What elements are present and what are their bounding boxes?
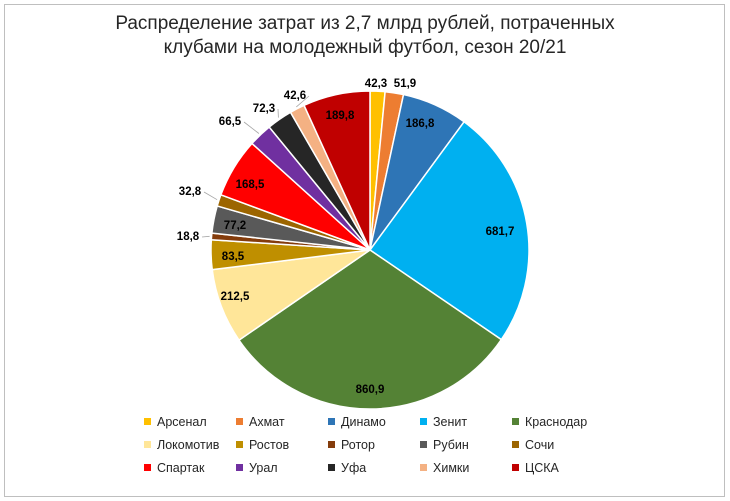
legend-label: Сочи: [525, 437, 555, 452]
data-label-9: 77,2: [224, 220, 246, 232]
leader-line-10: [203, 191, 218, 201]
data-label-6: 212,5: [221, 291, 250, 303]
legend-swatch: [144, 464, 151, 471]
pie-slice-4: [368, 120, 530, 341]
legend-swatch: [328, 441, 335, 448]
legend-item-2: Ахмат: [236, 415, 328, 429]
data-label-11: 168,5: [236, 179, 265, 191]
legend-label: Урал: [249, 460, 278, 475]
legend-swatch: [236, 418, 243, 425]
data-label-2: 51,9: [394, 78, 416, 90]
data-label-4: 681,7: [486, 226, 515, 238]
legend-swatch: [144, 441, 151, 448]
data-label-10: 32,8: [179, 186, 202, 198]
legend-label: Динамо: [341, 414, 386, 429]
leader-line-12: [243, 121, 260, 134]
legend-item-13: Уфа: [328, 461, 420, 475]
legend-label: Арсенал: [157, 414, 207, 429]
legend-label: Зенит: [433, 414, 468, 429]
legend-item-4: Зенит: [420, 415, 512, 429]
leader-line-8: [201, 235, 210, 238]
legend-item-15: ЦСКА: [512, 461, 604, 475]
legend-item-6: Локомотив: [144, 438, 236, 452]
legend-label: ЦСКА: [525, 460, 559, 475]
chart-title: Распределение затрат из 2,7 млрд рублей,…: [0, 12, 730, 60]
legend-label: Химки: [433, 460, 470, 475]
legend-item-8: Ротор: [328, 438, 420, 452]
legend-item-3: Динамо: [328, 415, 420, 429]
legend-label: Ахмат: [249, 414, 285, 429]
legend-swatch: [144, 418, 151, 425]
legend-swatch: [512, 418, 519, 425]
pie-slice-15: [303, 90, 371, 251]
data-label-12: 66,5: [219, 116, 242, 128]
data-label-13: 72,3: [253, 103, 275, 115]
leader-lines: [201, 95, 310, 238]
legend-label: Локомотив: [157, 437, 220, 452]
data-label-7: 83,5: [222, 251, 245, 263]
data-label-15: 189,8: [326, 110, 355, 122]
legend-row: Локомотив Ростов Ротор Рубин Сочи: [144, 433, 614, 456]
legend-label: Ростов: [249, 437, 290, 452]
data-label-3: 186,8: [406, 118, 435, 130]
legend-swatch: [236, 441, 243, 448]
data-label-14: 42,6: [284, 90, 306, 102]
legend-swatch: [512, 464, 519, 471]
legend-label: Ротор: [341, 437, 375, 452]
pie-slice-5: [237, 249, 503, 410]
legend-row: Спартак Урал Уфа Химки ЦСКА: [144, 456, 614, 479]
legend-label: Рубин: [433, 437, 469, 452]
legend-item-14: Химки: [420, 461, 512, 475]
legend-swatch: [328, 418, 335, 425]
legend-item-1: Арсенал: [144, 415, 236, 429]
data-label-8: 18,8: [177, 231, 200, 243]
data-labels: 42,3 51,9 186,8 681,7 860,9 212,5 83,5 18,8 77,2…: [177, 78, 515, 396]
data-label-5: 860,9: [356, 384, 385, 396]
legend-row: Арсенал Ахмат Динамо Зенит Краснодар: [144, 410, 614, 433]
legend-swatch: [236, 464, 243, 471]
legend: Арсенал Ахмат Динамо Зенит Краснодар Локомоти…: [144, 410, 614, 479]
legend-item-12: Урал: [236, 461, 328, 475]
pie-slices: [210, 90, 530, 410]
legend-swatch: [420, 418, 427, 425]
data-label-1: 42,3: [365, 78, 387, 90]
legend-item-9: Рубин: [420, 438, 512, 452]
legend-label: Спартак: [157, 460, 205, 475]
legend-swatch: [420, 464, 427, 471]
chart-title-line-2: клубами на молодежный футбол, сезон 20/2…: [163, 37, 567, 58]
legend-label: Краснодар: [525, 414, 588, 429]
legend-swatch: [328, 464, 335, 471]
legend-item-7: Ростов: [236, 438, 328, 452]
legend-item-11: Спартак: [144, 461, 236, 475]
legend-swatch: [512, 441, 519, 448]
legend-item-5: Краснодар: [512, 415, 604, 429]
chart-title-line-1: Распределение затрат из 2,7 млрд рублей,…: [115, 13, 615, 34]
legend-swatch: [420, 441, 427, 448]
leader-line-14: [296, 95, 310, 108]
legend-item-10: Сочи: [512, 438, 604, 452]
legend-label: Уфа: [341, 460, 367, 475]
